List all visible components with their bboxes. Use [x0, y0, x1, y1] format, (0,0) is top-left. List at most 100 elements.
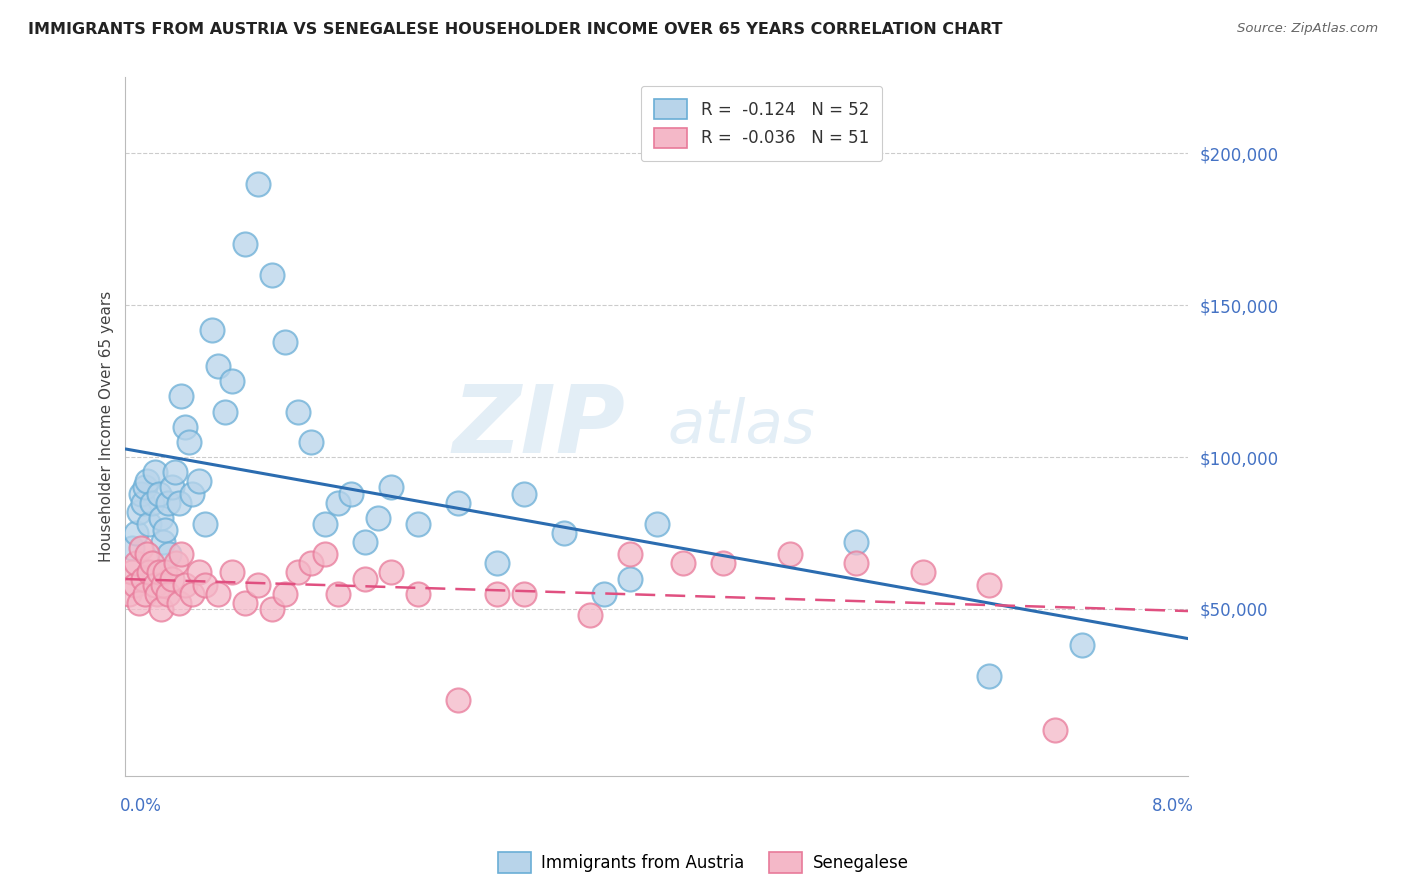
- Point: [155, 523, 177, 537]
- Point: [301, 557, 323, 571]
- Point: [125, 526, 148, 541]
- Point: [121, 566, 143, 580]
- Point: [380, 566, 402, 580]
- Point: [553, 526, 575, 541]
- Text: 0.0%: 0.0%: [120, 797, 162, 815]
- Legend: R =  -0.124   N = 52, R =  -0.036   N = 51: R = -0.124 N = 52, R = -0.036 N = 51: [641, 86, 883, 161]
- Point: [406, 587, 429, 601]
- Point: [165, 557, 187, 571]
- Point: [326, 587, 349, 601]
- Point: [152, 535, 174, 549]
- Point: [367, 511, 389, 525]
- Point: [233, 596, 256, 610]
- Point: [138, 516, 160, 531]
- Text: IMMIGRANTS FROM AUSTRIA VS SENEGALESE HOUSEHOLDER INCOME OVER 65 YEARS CORRELATI: IMMIGRANTS FROM AUSTRIA VS SENEGALESE HO…: [28, 22, 1002, 37]
- Point: [132, 495, 155, 509]
- Point: [167, 495, 190, 509]
- Point: [353, 572, 375, 586]
- Point: [446, 693, 468, 707]
- Point: [645, 516, 668, 531]
- Point: [221, 566, 243, 580]
- Point: [287, 404, 309, 418]
- Text: atlas: atlas: [668, 397, 815, 456]
- Point: [274, 334, 297, 349]
- Point: [221, 374, 243, 388]
- Point: [132, 572, 155, 586]
- Point: [301, 434, 323, 449]
- Point: [141, 557, 163, 571]
- Point: [141, 495, 163, 509]
- Point: [977, 669, 1000, 683]
- Point: [207, 587, 229, 601]
- Point: [194, 516, 217, 531]
- Point: [672, 557, 695, 571]
- Point: [174, 577, 197, 591]
- Point: [157, 547, 180, 561]
- Point: [135, 475, 157, 489]
- Point: [155, 566, 177, 580]
- Point: [160, 572, 183, 586]
- Point: [152, 577, 174, 591]
- Point: [150, 602, 173, 616]
- Point: [711, 557, 734, 571]
- Point: [911, 566, 934, 580]
- Point: [260, 268, 283, 282]
- Point: [121, 541, 143, 556]
- Point: [406, 516, 429, 531]
- Point: [156, 495, 179, 509]
- Point: [326, 495, 349, 509]
- Point: [170, 547, 193, 561]
- Point: [314, 547, 336, 561]
- Point: [380, 480, 402, 494]
- Point: [179, 434, 201, 449]
- Point: [134, 587, 156, 601]
- Point: [180, 486, 202, 500]
- Y-axis label: Householder Income Over 65 years: Householder Income Over 65 years: [100, 291, 114, 562]
- Point: [143, 577, 166, 591]
- Point: [592, 587, 614, 601]
- Point: [128, 505, 150, 519]
- Text: Source: ZipAtlas.com: Source: ZipAtlas.com: [1237, 22, 1378, 36]
- Text: 8.0%: 8.0%: [1152, 797, 1194, 815]
- Point: [134, 480, 156, 494]
- Point: [131, 486, 153, 500]
- Point: [163, 465, 186, 479]
- Point: [160, 480, 183, 494]
- Point: [143, 465, 166, 479]
- Point: [207, 359, 229, 373]
- Point: [167, 596, 190, 610]
- Legend: Immigrants from Austria, Senegalese: Immigrants from Austria, Senegalese: [491, 846, 915, 880]
- Point: [148, 566, 170, 580]
- Point: [194, 577, 217, 591]
- Point: [247, 177, 270, 191]
- Point: [180, 587, 202, 601]
- Point: [619, 547, 641, 561]
- Point: [247, 577, 270, 591]
- Point: [1045, 723, 1067, 738]
- Point: [148, 486, 170, 500]
- Point: [513, 486, 536, 500]
- Point: [187, 566, 209, 580]
- Point: [138, 566, 160, 580]
- Point: [170, 389, 193, 403]
- Point: [486, 557, 509, 571]
- Point: [128, 596, 150, 610]
- Point: [124, 577, 146, 591]
- Point: [187, 475, 209, 489]
- Point: [340, 486, 363, 500]
- Point: [314, 516, 336, 531]
- Point: [201, 322, 224, 336]
- Point: [233, 237, 256, 252]
- Point: [845, 535, 868, 549]
- Point: [579, 607, 602, 622]
- Point: [118, 587, 141, 601]
- Point: [274, 587, 297, 601]
- Point: [353, 535, 375, 549]
- Point: [486, 587, 509, 601]
- Point: [260, 602, 283, 616]
- Point: [125, 557, 148, 571]
- Point: [287, 566, 309, 580]
- Point: [779, 547, 801, 561]
- Point: [150, 511, 173, 525]
- Point: [174, 419, 197, 434]
